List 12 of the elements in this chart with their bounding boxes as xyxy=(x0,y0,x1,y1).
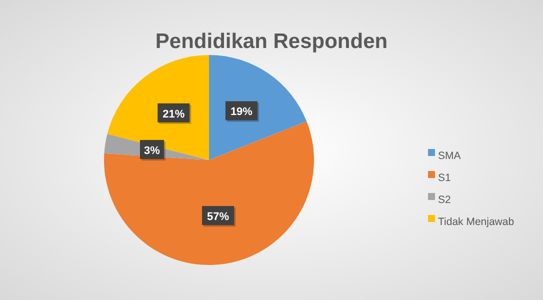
pie-slice xyxy=(209,55,307,160)
legend-label: S2 xyxy=(438,194,452,206)
pie-slice xyxy=(104,121,314,265)
legend-label: S1 xyxy=(438,172,452,184)
data-label: 57% xyxy=(207,211,230,224)
legend-label: SMA xyxy=(438,150,461,162)
data-label: 3% xyxy=(144,144,160,157)
data-label: 21% xyxy=(162,108,185,120)
data-label: 19% xyxy=(230,106,253,118)
legend-label: Tidak Menjawab xyxy=(438,216,514,228)
chart-title: Pendidikan Responden xyxy=(155,30,388,53)
pie-slice xyxy=(107,55,209,160)
